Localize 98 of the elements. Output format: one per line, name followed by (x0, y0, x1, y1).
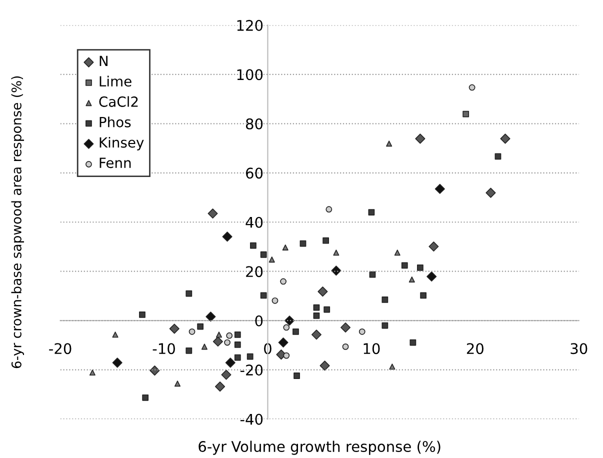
y-tick-label: 40 (246, 216, 263, 228)
y-tick-label: 20 (246, 266, 263, 278)
point (434, 184, 445, 194)
point (324, 306, 330, 313)
point (313, 312, 320, 319)
x-axis-title: 6-yr Volume growth response (%) (198, 440, 440, 455)
point (221, 370, 232, 380)
legend-label: Phos (100, 116, 131, 128)
point (225, 358, 236, 368)
point (224, 339, 230, 346)
point (284, 316, 295, 326)
legend-label: CaCl2 (99, 96, 138, 107)
point (246, 353, 254, 360)
point (222, 232, 232, 242)
point (382, 322, 388, 329)
x-tick-label: -10 (152, 343, 175, 354)
point (250, 242, 256, 249)
point (428, 241, 439, 252)
point (272, 297, 278, 304)
point (208, 208, 218, 219)
point (260, 251, 267, 258)
point (283, 352, 290, 359)
y-tick-label: 80 (246, 118, 263, 130)
point (462, 110, 470, 118)
point (420, 292, 427, 299)
point (468, 84, 476, 91)
y-tick-label: 100 (237, 69, 263, 80)
point (313, 304, 320, 311)
point (410, 339, 416, 346)
point (283, 324, 290, 331)
point (294, 372, 300, 379)
point (394, 250, 400, 256)
x-tick-label: -20 (49, 343, 72, 354)
point (318, 286, 328, 297)
legend-label: Kinsey (100, 136, 144, 150)
point (112, 332, 118, 338)
point (268, 256, 275, 263)
point (197, 323, 204, 330)
point (139, 311, 146, 318)
x-tick-label: 30 (570, 343, 588, 354)
point (186, 290, 192, 297)
point (282, 244, 288, 251)
point (206, 312, 216, 322)
point (415, 134, 426, 144)
point (174, 380, 181, 387)
point (212, 336, 223, 347)
legend-label: N (100, 56, 108, 66)
y-tick-label: -20 (240, 364, 263, 376)
point (89, 370, 96, 376)
point (358, 328, 366, 335)
point (300, 240, 306, 247)
point (188, 328, 196, 335)
point (322, 237, 330, 244)
point (386, 140, 392, 147)
point (169, 324, 180, 334)
point (112, 358, 122, 368)
y-tick-label: 120 (237, 20, 263, 31)
point (500, 134, 510, 144)
legend-label: Lime (100, 76, 132, 87)
point (416, 264, 424, 271)
point (389, 364, 396, 370)
point (234, 354, 241, 361)
point (234, 331, 241, 338)
x-tick-label: 0 (264, 343, 272, 354)
point (340, 322, 351, 333)
point (226, 332, 233, 339)
point (311, 330, 322, 340)
point (150, 366, 160, 376)
point (186, 347, 192, 354)
point (369, 271, 376, 278)
point (494, 153, 502, 160)
legend-label: Fenn (100, 158, 131, 168)
x-tick-label: 20 (466, 343, 484, 354)
point (326, 206, 332, 213)
point (342, 343, 349, 350)
point (142, 394, 149, 401)
point (214, 382, 226, 392)
point (278, 337, 288, 348)
point (234, 342, 241, 348)
point (382, 296, 388, 303)
point (426, 272, 437, 282)
point (292, 328, 299, 335)
y-tick-label: 0 (255, 315, 263, 326)
point (333, 250, 340, 256)
y-tick-label: 60 (246, 168, 263, 179)
point (216, 332, 222, 338)
point (280, 278, 286, 285)
point (260, 292, 267, 299)
point (320, 360, 330, 371)
point (201, 344, 208, 350)
y-tick-label: -40 (240, 414, 263, 425)
point (401, 262, 408, 269)
x-tick-label: 10 (364, 343, 380, 354)
point (408, 276, 415, 283)
point (331, 266, 342, 276)
point (368, 209, 375, 216)
point (486, 188, 496, 198)
y-axis-title: 6-yr crown-base sapwood area response (%) (11, 76, 24, 368)
